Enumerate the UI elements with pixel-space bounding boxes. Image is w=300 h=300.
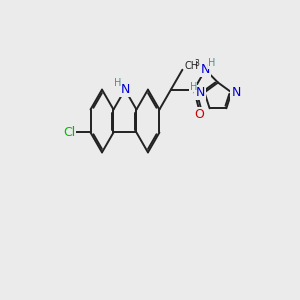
- Text: N: N: [231, 86, 241, 99]
- Text: Cl: Cl: [63, 126, 75, 139]
- Text: CH: CH: [185, 61, 199, 71]
- Text: H: H: [114, 78, 121, 88]
- Text: O: O: [195, 108, 205, 121]
- Text: N: N: [195, 86, 205, 99]
- Text: H: H: [190, 82, 197, 92]
- Text: N: N: [201, 63, 210, 76]
- Text: 3: 3: [195, 59, 200, 68]
- Text: H: H: [208, 58, 215, 68]
- Text: N: N: [120, 83, 130, 96]
